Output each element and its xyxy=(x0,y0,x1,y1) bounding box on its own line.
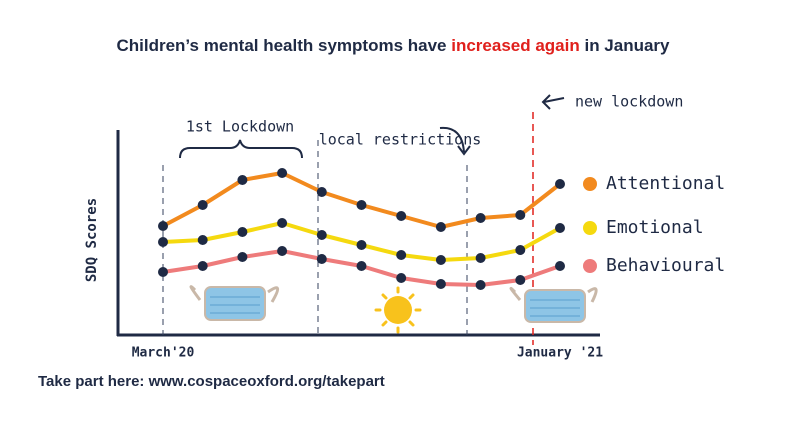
data-point xyxy=(356,261,367,271)
x-tick-label: January '21 xyxy=(517,346,603,361)
data-point xyxy=(515,245,526,255)
title-part: in January xyxy=(580,36,670,55)
data-point xyxy=(277,246,288,256)
title-part: Children’s mental health symptoms have xyxy=(116,36,451,55)
data-point xyxy=(356,240,367,250)
data-point xyxy=(515,275,526,285)
mask-icon xyxy=(189,285,280,321)
data-point xyxy=(237,175,248,185)
legend-swatch xyxy=(583,177,597,191)
data-point xyxy=(475,213,486,223)
data-point xyxy=(197,200,208,210)
data-point xyxy=(237,227,248,237)
annotation: local restrictions xyxy=(319,131,482,149)
data-point xyxy=(316,230,327,240)
data-point xyxy=(396,250,407,260)
data-point xyxy=(158,221,168,231)
data-point xyxy=(197,261,208,271)
data-point xyxy=(435,279,446,289)
mask-icon xyxy=(509,286,598,323)
data-point xyxy=(158,267,168,277)
data-point xyxy=(158,237,168,247)
legend-label: Attentional xyxy=(606,173,725,194)
data-point xyxy=(515,210,526,220)
data-point xyxy=(396,211,407,221)
annotation: 1st Lockdown xyxy=(186,118,294,136)
legend-label: Emotional xyxy=(606,217,704,238)
data-point xyxy=(396,273,407,283)
legend-swatch xyxy=(583,221,597,235)
data-point xyxy=(316,254,327,264)
arrow xyxy=(439,126,471,156)
data-point xyxy=(277,218,288,228)
y-axis-label: SDQ Scores xyxy=(84,198,100,282)
data-point xyxy=(435,255,446,265)
data-point xyxy=(475,253,486,263)
sun-icon xyxy=(374,286,422,334)
data-point xyxy=(277,168,288,178)
data-point xyxy=(197,235,208,245)
chart-title: Children’s mental health symptoms have i… xyxy=(116,36,670,55)
data-point xyxy=(356,200,367,210)
arrow xyxy=(541,94,565,110)
data-point xyxy=(555,179,565,189)
data-point xyxy=(555,261,565,271)
x-tick-label: March'20 xyxy=(132,346,195,361)
legend-swatch xyxy=(583,259,597,273)
annotation: new lockdown xyxy=(575,93,683,111)
data-point xyxy=(237,252,248,262)
legend-label: Behavioural xyxy=(606,255,725,276)
data-point xyxy=(475,280,486,290)
data-point xyxy=(435,222,446,232)
data-point xyxy=(316,187,327,197)
brace xyxy=(179,139,303,159)
title-highlight: increased again xyxy=(451,36,580,55)
footer: Take part here: www.cospaceoxford.org/ta… xyxy=(38,373,385,390)
data-point xyxy=(555,223,565,233)
